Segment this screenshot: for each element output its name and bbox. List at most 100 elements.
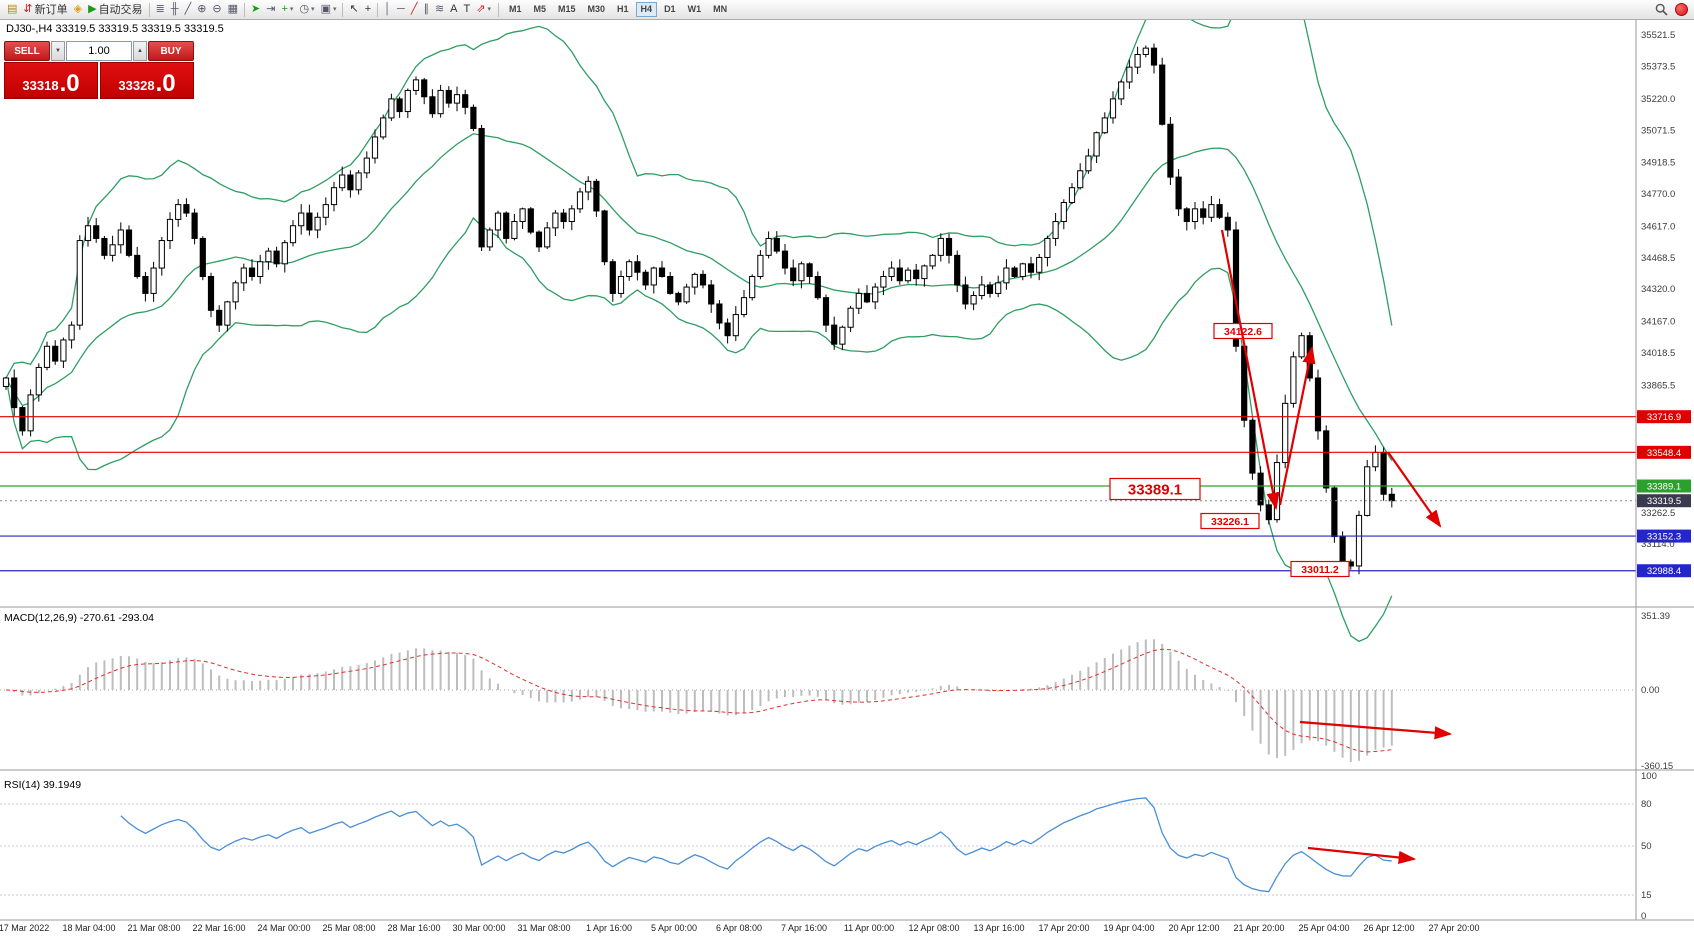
timeframe-button-M1[interactable]: M1	[504, 2, 527, 17]
line-chart-icon[interactable]: ╱	[182, 2, 195, 18]
candle-body	[339, 174, 346, 189]
trend-arrow	[1299, 720, 1453, 740]
candle-body	[1077, 170, 1084, 189]
crosshair-icon[interactable]: +	[362, 2, 374, 18]
bollinger-middle-band	[5, 133, 1393, 462]
candle-body	[880, 275, 887, 288]
bar-chart-icon[interactable]: ≣	[153, 2, 168, 18]
candle-body	[1011, 267, 1018, 277]
timeframe-button-M15[interactable]: M15	[553, 2, 581, 17]
toolbar-separator	[244, 2, 246, 17]
text-icon[interactable]: A	[447, 2, 460, 18]
period-selector-icon: ◷	[299, 3, 310, 15]
time-axis-label: 30 Mar 00:00	[452, 923, 505, 933]
candle-body	[1249, 419, 1256, 474]
timeframe-button-H4[interactable]: H4	[635, 2, 658, 17]
candle-body	[716, 303, 723, 324]
chart-canvas[interactable]: 33716.9 33548.4 33389.1 33319.5 33152.3 32988…	[0, 19, 1694, 937]
arrow-tools-icon[interactable]: ⇗ ▾	[473, 2, 494, 18]
candle-body	[626, 261, 633, 277]
vertical-line-icon[interactable]: │	[381, 2, 394, 18]
candle-body	[486, 229, 493, 248]
annotation-label	[1200, 512, 1260, 530]
annotation-label	[1109, 477, 1201, 501]
volume-increase-button[interactable]: ▲	[133, 41, 147, 61]
candle-body	[1175, 176, 1182, 210]
equidistant-channel-icon[interactable]: ∥	[420, 2, 432, 18]
timeframe-button-D1[interactable]: D1	[659, 2, 681, 17]
candle-body	[773, 237, 780, 252]
candle-body	[35, 366, 42, 396]
zoom-in-icon[interactable]: ⊕	[194, 2, 209, 18]
annotation-label-text: 33011.2	[1301, 564, 1339, 576]
volume-decrease-button[interactable]: ▼	[51, 41, 65, 61]
candle-body	[1068, 187, 1076, 203]
candle-body	[1118, 81, 1125, 100]
text-icon: A	[450, 3, 458, 15]
toolbar: ▤ ⇵ 新订单 ◈ ▶ 自动交易 ≣ ╫ ╱ ⊕ ⊖ ▦ ➤ ⇥ + ▾ ◷ ▾ ▣ ▾ ↖ + │ ─ ╱ ∥ ≋ A T ⇗ ▾ M1 M…	[0, 0, 1694, 20]
horizontal-line-icon: ─	[397, 3, 405, 15]
rsi-line	[120, 797, 1392, 893]
auto-trading-button-label: 自动交易	[98, 3, 143, 16]
candle-body	[1052, 221, 1059, 239]
trend-arrow	[1387, 451, 1442, 528]
timeframe-button-W1[interactable]: W1	[683, 2, 707, 17]
cursor-icon[interactable]: ↖	[346, 2, 361, 18]
tile-windows-icon[interactable]: ▦	[225, 2, 241, 18]
equidistant-channel-icon: ∥	[423, 3, 429, 15]
new-order-button[interactable]: ⇵ 新订单	[20, 2, 70, 18]
time-axis-label: 26 Apr 12:00	[1363, 923, 1414, 933]
candle-body	[1298, 335, 1305, 358]
candle-body	[888, 267, 895, 277]
candle-body	[150, 267, 157, 294]
candle-body	[1388, 493, 1395, 502]
label-icon[interactable]: T	[461, 2, 474, 18]
search-icon[interactable]	[1655, 3, 1668, 16]
templates-icon[interactable]: ▣ ▾	[318, 2, 340, 18]
candle-body	[1183, 208, 1190, 223]
candle-body	[355, 172, 362, 191]
timeframe-button-M30[interactable]: M30	[583, 2, 611, 17]
rsi-axis-label: 80	[1641, 799, 1652, 810]
candle-body	[1364, 466, 1371, 516]
volume-input[interactable]	[66, 41, 132, 61]
chart-shift-icon[interactable]: ⇥	[263, 2, 278, 18]
period-selector-icon[interactable]: ◷ ▾	[296, 2, 317, 18]
timeframe-button-M5[interactable]: M5	[528, 2, 551, 17]
sell-price-button[interactable]: 33318 .0	[4, 62, 98, 99]
candle-body	[101, 237, 108, 256]
fibonacci-icon[interactable]: ≋	[432, 2, 447, 18]
macd-axis-label: 351.39	[1641, 611, 1670, 622]
toolbar-separator	[342, 2, 344, 17]
auto-scroll-icon[interactable]: ➤	[248, 2, 263, 18]
candle-body	[199, 237, 206, 277]
strategy-tester-icon: ◈	[73, 3, 83, 15]
auto-trading-button[interactable]: ▶ 自动交易	[85, 2, 145, 18]
strategy-tester-icon[interactable]: ◈	[71, 2, 85, 18]
candlestick-chart-icon: ╫	[170, 3, 179, 15]
candle-body	[412, 79, 420, 91]
candlestick-chart-icon[interactable]: ╫	[168, 2, 182, 18]
timeframe-button-H1[interactable]: H1	[612, 2, 634, 17]
sell-button[interactable]: SELL	[4, 41, 50, 61]
zoom-out-icon[interactable]: ⊖	[209, 2, 224, 18]
price-axis-tick: 33114.0	[1641, 539, 1675, 550]
candle-body	[560, 212, 567, 223]
candle-body	[216, 309, 223, 326]
community-notification-icon[interactable]	[1675, 3, 1688, 16]
buy-price-button[interactable]: 33328 .0	[100, 62, 194, 99]
buy-button[interactable]: BUY	[148, 41, 194, 61]
add-indicator-icon[interactable]: + ▾	[278, 2, 296, 18]
price-axis-tick: 34167.0	[1641, 317, 1675, 328]
buy-price-pips: .0	[155, 70, 176, 97]
candle-body	[863, 292, 871, 303]
candle-body	[265, 250, 272, 263]
tile-windows-icon: ▦	[227, 3, 239, 15]
timeframe-button-MN[interactable]: MN	[708, 2, 732, 17]
candle-body	[585, 180, 592, 193]
candle-body	[1036, 256, 1043, 273]
trendline-icon[interactable]: ╱	[408, 2, 421, 18]
horizontal-line-icon[interactable]: ─	[394, 2, 408, 18]
chevron-down-icon: ▾	[332, 5, 337, 13]
new-chart-icon[interactable]: ▤	[4, 2, 20, 18]
